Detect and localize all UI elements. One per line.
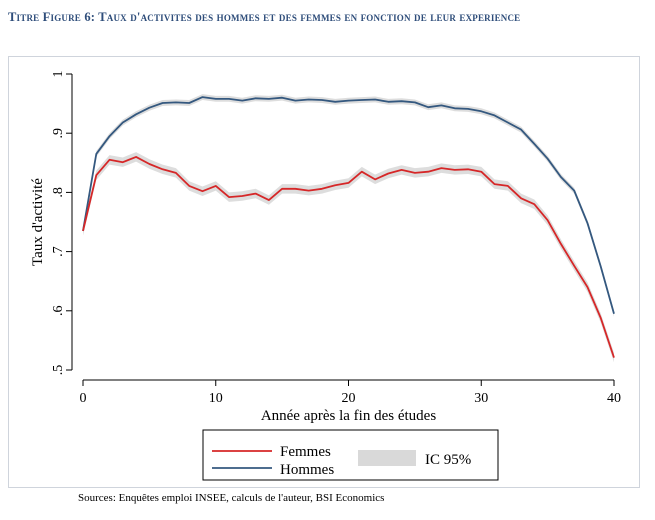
y-axis-title: Taux d'activité xyxy=(30,178,46,266)
source-note: Sources: Enquêtes emploi INSEE, calculs … xyxy=(78,492,385,504)
x-tick-label: 0 xyxy=(80,391,87,406)
legend-label-hommes: Hommes xyxy=(280,462,334,478)
x-axis-ticks: 0 10 20 30 40 xyxy=(80,380,621,406)
y-tick-label: 1 xyxy=(51,71,66,78)
series-lines xyxy=(82,96,615,358)
x-tick-label: 30 xyxy=(474,391,488,406)
legend: Femmes Hommes IC 95% xyxy=(202,429,499,481)
x-tick-label: 20 xyxy=(342,391,356,406)
x-axis-title: Année après la fin des études xyxy=(261,408,437,424)
y-axis-ticks: .5 .6 .7 .8 .9 1 xyxy=(51,71,72,376)
confidence-bands xyxy=(83,94,614,363)
y-tick-label: .5 xyxy=(51,365,66,376)
y-tick-label: .9 xyxy=(51,128,66,139)
y-tick-label: .6 xyxy=(51,306,66,317)
figure-title: Titre Figure 6: Taux d'activites des hom… xyxy=(8,10,521,24)
y-tick-label: .8 xyxy=(51,187,66,198)
legend-swatch-ci xyxy=(358,450,416,466)
legend-box xyxy=(202,429,499,481)
chart-frame xyxy=(8,56,640,488)
series-line-hommes xyxy=(82,96,615,315)
series-line-femmes xyxy=(82,155,615,358)
y-tick-label: .7 xyxy=(51,246,66,257)
x-tick-label: 10 xyxy=(209,391,223,406)
legend-label-femmes: Femmes xyxy=(280,444,331,460)
x-tick-label: 40 xyxy=(607,391,621,406)
ci-band-hommes xyxy=(83,94,614,317)
legend-label-ci: IC 95% xyxy=(425,452,471,468)
